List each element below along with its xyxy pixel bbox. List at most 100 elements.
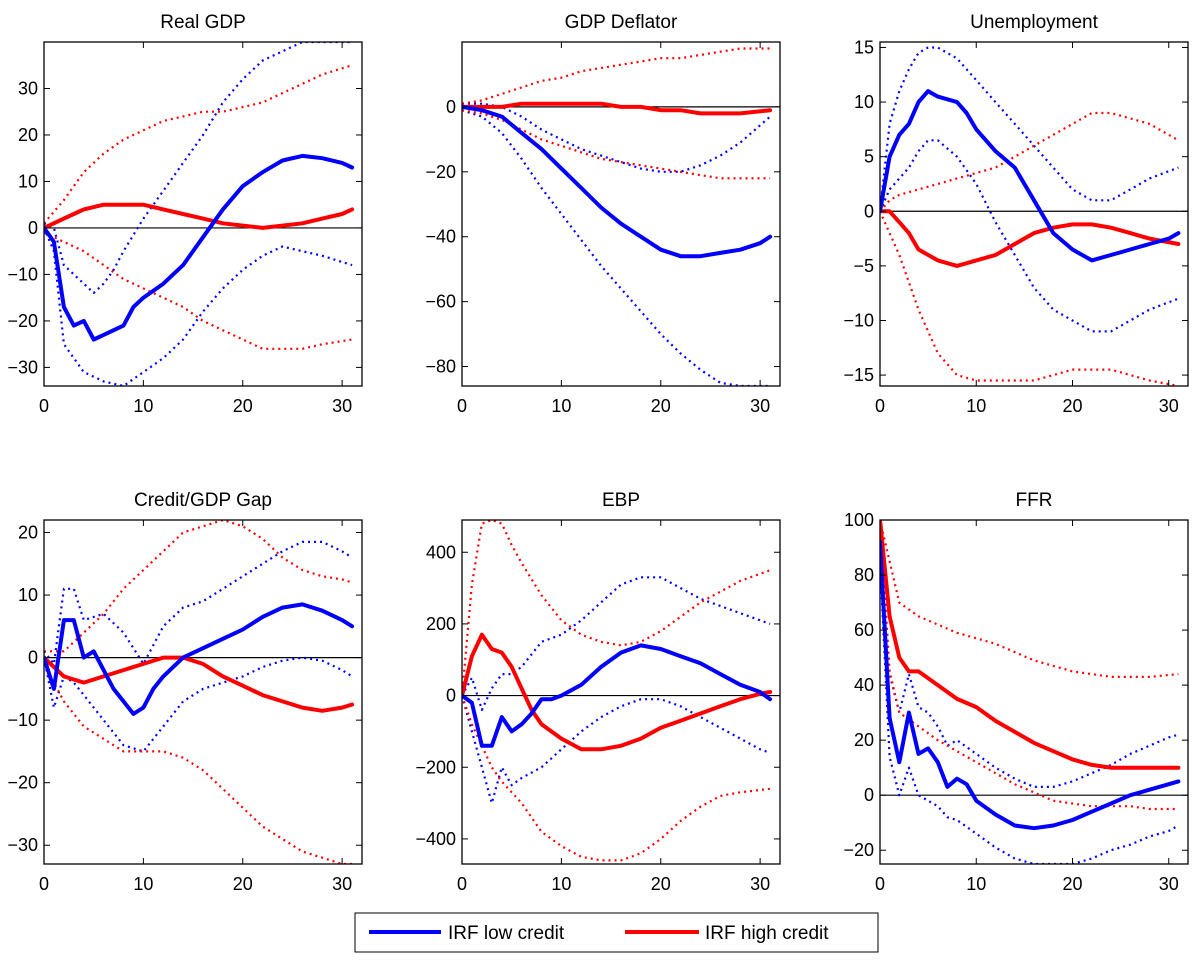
irf-line-low-ffr [880,540,1181,831]
x-tick-label-credit-gdp-gap: 0 [39,874,49,894]
y-tick-label-real-gdp: −10 [7,264,38,284]
y-tick-label-ebp: −400 [415,829,456,849]
axes-frame-real-gdp [43,41,363,387]
x-tick-label-unemployment: 0 [875,396,885,416]
irf-line-low-ebp [462,643,773,748]
x-tick-label-real-gdp: 0 [39,396,49,416]
x-tick-label-gdp-deflator: 10 [551,396,571,416]
y-tick-label-ebp: 200 [426,614,456,634]
x-tick-label-ffr: 10 [966,874,986,894]
legend-label-high: IRF high credit [705,923,829,944]
x-tick-label-gdp-deflator: 0 [457,396,467,416]
x-tick-label-ebp: 0 [457,874,467,894]
confidence-band-lo-low-unemployment [880,139,1179,333]
panel-unemployment: Unemployment 0 10 20 30 −15 −10 −5 0 5 10 15 [843,12,1189,416]
plot-area-gdp-deflator [462,47,780,386]
y-tick-label-unemployment: 5 [864,147,874,167]
plot-area-unemployment [880,46,1188,386]
y-tick-label-real-gdp: 20 [18,125,38,145]
y-tick-label-credit-gdp-gap: −20 [7,773,38,793]
confidence-band-hi-high-real-gdp [44,64,353,225]
plot-area-credit-gdp-gap [44,520,362,864]
legend: IRF low credit IRF high credit [354,912,879,953]
panel-credit-gdp-gap: Credit/GDP Gap 0 10 20 30 −30 −20 −10 0 10 20 [7,490,363,894]
axes-frame-ebp [461,519,781,865]
y-tick-label-ffr: −20 [843,840,874,860]
y-tick-label-gdp-deflator: −20 [425,162,456,182]
y-tick-label-ffr: 100 [844,510,874,530]
x-tick-label-ebp: 20 [651,874,671,894]
y-tick-label-real-gdp: 10 [18,171,38,191]
y-tick-label-unemployment: −5 [853,256,874,276]
y-tick-label-real-gdp: 30 [18,78,38,98]
y-tick-label-ffr: 20 [854,730,874,750]
panel-real-gdp: Real GDP 0 10 20 30 −30 −20 −10 0 10 20 30 [7,12,363,416]
x-tick-label-real-gdp: 20 [233,396,253,416]
y-tick-label-gdp-deflator: 0 [446,97,456,117]
axes-frame-ffr [879,519,1189,865]
y-tick-label-real-gdp: −30 [7,357,38,377]
irf-line-low-gdp-deflator [462,104,773,259]
x-tick-label-ebp: 10 [551,874,571,894]
panel-ebp: EBP 0 10 20 30 −400 −200 0 200 400 [415,490,781,894]
y-tick-label-real-gdp: 0 [28,218,38,238]
x-tick-label-ffr: 0 [875,874,885,894]
x-tick-label-credit-gdp-gap: 30 [332,874,352,894]
axes-frame-unemployment [879,41,1189,387]
confidence-band-lo-high-unemployment [880,210,1179,386]
y-tick-label-ebp: −200 [415,757,456,777]
x-tick-label-ebp: 30 [750,874,770,894]
plot-area-ffr [880,520,1188,864]
confidence-band-hi-low-unemployment [880,46,1179,212]
x-tick-label-unemployment: 20 [1062,396,1082,416]
irf-line-low-credit-gdp-gap [44,602,355,716]
confidence-band-lo-high-gdp-deflator [462,109,771,180]
y-tick-label-ffr: 0 [864,785,874,805]
x-tick-label-real-gdp: 10 [133,396,153,416]
confidence-band-lo-low-real-gdp [44,227,353,386]
y-tick-label-ffr: 60 [854,620,874,640]
panel-title-ebp: EBP [602,490,640,511]
y-tick-label-ffr: 40 [854,675,874,695]
confidence-band-hi-high-ebp [462,520,771,696]
y-tick-label-credit-gdp-gap: 0 [28,648,38,668]
x-tick-label-credit-gdp-gap: 20 [233,874,253,894]
irf-line-low-unemployment [880,89,1181,263]
irf-line-high-credit-gdp-gap [44,655,355,713]
y-tick-label-unemployment: −10 [843,310,874,330]
y-tick-label-unemployment: −15 [843,365,874,385]
y-tick-label-credit-gdp-gap: −10 [7,710,38,730]
x-tick-label-credit-gdp-gap: 10 [133,874,153,894]
irf-line-high-ffr [880,520,1181,770]
axes-frame-credit-gdp-gap [43,519,363,865]
panel-title-credit-gdp-gap: Credit/GDP Gap [134,490,272,511]
y-tick-label-ffr: 80 [854,565,874,585]
x-tick-label-ffr: 20 [1062,874,1082,894]
y-tick-label-ebp: 400 [426,542,456,562]
panel-title-ffr: FFR [1016,490,1053,511]
confidence-band-lo-low-ebp [462,695,771,805]
irf-line-high-real-gdp [44,202,355,230]
plot-area-ebp [462,520,780,862]
confidence-band-lo-low-ffr [880,561,1179,864]
panel-title-unemployment: Unemployment [970,12,1098,33]
y-tick-label-gdp-deflator: −60 [425,292,456,312]
x-tick-label-gdp-deflator: 20 [651,396,671,416]
irf-line-high-unemployment [880,209,1181,268]
plot-area-real-gdp [44,42,362,386]
y-tick-label-unemployment: 0 [864,201,874,221]
panel-title-gdp-deflator: GDP Deflator [565,12,678,33]
confidence-band-hi-low-real-gdp [44,42,353,295]
x-tick-label-unemployment: 10 [966,396,986,416]
y-tick-label-credit-gdp-gap: 10 [18,585,38,605]
y-tick-label-gdp-deflator: −80 [425,357,456,377]
x-tick-label-ffr: 30 [1159,874,1179,894]
irf-line-low-real-gdp [44,153,355,342]
y-tick-label-credit-gdp-gap: −30 [7,835,38,855]
confidence-band-hi-high-ffr [880,520,1179,678]
